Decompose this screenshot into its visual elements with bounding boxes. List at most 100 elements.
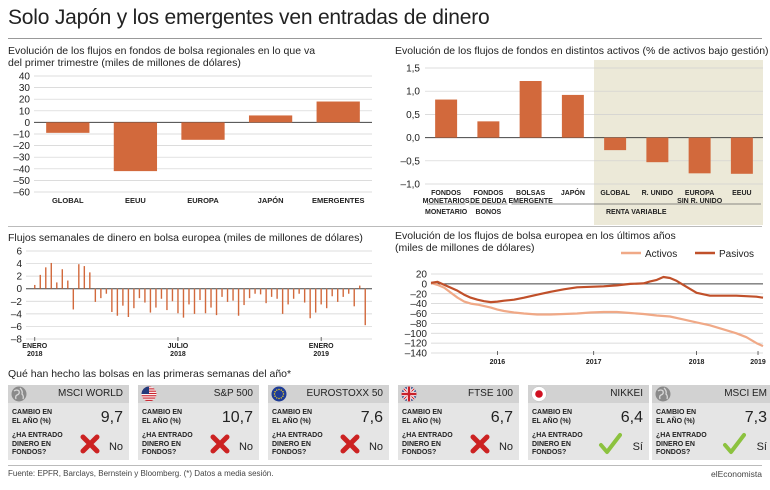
- chart4-title-line1: Evolución de los flujos de bolsa europea…: [395, 230, 676, 242]
- inflow-answer: No: [498, 441, 513, 453]
- change-label-line: CAMBIO EN: [142, 409, 183, 416]
- chart3-bar: [160, 288, 163, 299]
- chart3-xtick-label: JULIO: [168, 343, 189, 350]
- chart3-xtick-label: ENERO: [22, 343, 47, 350]
- market-card-header: NIKKEI: [528, 385, 649, 403]
- chart3-bar: [325, 288, 328, 309]
- chart2-group-label: BONOS: [476, 209, 502, 216]
- chart3-ytick-label: –4: [11, 309, 23, 320]
- chart3-title: Flujos semanales de dinero en bolsa euro…: [8, 232, 363, 244]
- inflow-answer: Sí: [756, 441, 767, 453]
- chart1-ytick-label: 10: [19, 106, 31, 117]
- inflow-label: ¿HA ENTRADO DINERO EN FONDOS?: [532, 432, 583, 458]
- chart4-ytick-label: –120: [405, 339, 428, 350]
- section-rule: [8, 226, 762, 227]
- eu-flag-icon: [271, 386, 287, 402]
- chart3-bar: [204, 288, 207, 314]
- inflow-answer: Sí: [632, 441, 643, 453]
- globe-icon: [11, 386, 27, 402]
- chart3-bar: [243, 288, 245, 306]
- inflow-label-line: FONDOS?: [272, 449, 307, 456]
- inflow-label-line: FONDOS?: [532, 449, 567, 456]
- inflow-label: ¿HA ENTRADO DINERO EN FONDOS?: [12, 432, 63, 458]
- inflow-answer: No: [238, 441, 253, 453]
- change-value: 6,4: [620, 409, 643, 426]
- change-label-line: EL AÑO (%): [142, 417, 181, 425]
- chart1-bar: [181, 122, 225, 140]
- chart3-bar: [348, 288, 350, 294]
- chart3-bar: [276, 288, 278, 299]
- japan-flag-icon: [531, 386, 547, 402]
- chart3-ytick-label: 0: [16, 284, 22, 295]
- chart4-legend-label: Pasivos: [719, 249, 754, 260]
- chart4-title-line2: (miles de millones de dólares): [395, 242, 535, 254]
- chart3-bar: [215, 288, 218, 316]
- change-label: CAMBIO EN EL AÑO (%): [532, 409, 572, 426]
- chart3-bar: [270, 288, 273, 297]
- market-name: S&P 500: [213, 388, 253, 399]
- change-label-line: EL AÑO (%): [402, 417, 441, 425]
- inflow-label-line: DINERO EN: [12, 440, 51, 448]
- change-label-line: EL AÑO (%): [656, 417, 695, 425]
- chart1-ytick-label: 40: [19, 72, 31, 83]
- chart3-bar: [144, 288, 146, 303]
- chart4-legend-label: Activos: [645, 249, 677, 260]
- chart1-ytick-label: –20: [13, 141, 30, 152]
- chart3-bar: [210, 288, 212, 308]
- chart1-bar: [113, 122, 158, 172]
- chart3-bar: [78, 264, 80, 289]
- chart3-bar: [100, 288, 102, 299]
- chart3-ytick-label: 4: [16, 259, 22, 270]
- chart3-bar: [265, 288, 267, 304]
- market-card: MSCI EM CAMBIO EN EL AÑO (%) 7,3 ¿HA ENTRADO…: [652, 385, 770, 460]
- chart2-xtick-label: EMERGENTE: [508, 198, 553, 205]
- change-value: 7,6: [360, 409, 383, 426]
- chart2-xtick-label: DE DEUDA: [470, 198, 507, 205]
- chart3-ytick-label: –6: [11, 322, 23, 333]
- chart2-bar: [688, 137, 711, 174]
- chart3-xtick-label: 2018: [27, 351, 43, 358]
- inflow-label-line: FONDOS?: [12, 449, 47, 456]
- chart2-xtick-label: R. UNIDO: [642, 190, 674, 197]
- change-value: 7,3: [744, 409, 767, 426]
- chart3-bar: [166, 288, 168, 311]
- chart3-bar: [342, 288, 344, 297]
- chart3-ytick-label: 6: [16, 247, 22, 258]
- chart1-xtick-label: JAPÓN: [258, 196, 284, 205]
- chart3-xtick-label: 2019: [313, 351, 329, 358]
- inflow-answer: No: [368, 441, 383, 453]
- market-card: NIKKEI CAMBIO EN EL AÑO (%) 6,4 ¿HA ENTRADO D…: [528, 385, 649, 460]
- market-name: FTSE 100: [467, 388, 513, 399]
- chart4-ytick-label: 20: [416, 270, 428, 281]
- chart2-ytick-label: 0,0: [406, 133, 420, 144]
- chart1-title-line1: Evolución de los flujos en fondos de bol…: [8, 45, 316, 57]
- inflow-label-line: ¿HA ENTRADO: [12, 432, 63, 439]
- chart2-ytick-label: –1,0: [401, 180, 421, 191]
- chart4-ytick-label: –20: [410, 289, 427, 300]
- market-card: EUROSTOXX 50 CAMBIO EN EL AÑO (%) 7,6 ¿HA EN…: [268, 385, 389, 460]
- chart1-ytick-label: 30: [19, 83, 31, 94]
- chart3-bar: [122, 288, 124, 306]
- chart3-bar: [248, 288, 251, 299]
- chart3-bar: [199, 288, 201, 301]
- chart2-group-label: RENTA VARIABLE: [606, 209, 667, 216]
- chart3-bar: [89, 272, 91, 289]
- market-card: FTSE 100 CAMBIO EN EL AÑO (%) 6,7 ¿HA ENTRAD…: [398, 385, 519, 460]
- check-icon: [599, 433, 622, 454]
- chart3-bar: [56, 282, 58, 289]
- chart3-bar: [353, 288, 355, 307]
- market-card-header: MSCI EM: [652, 385, 770, 403]
- chart3-bar: [320, 288, 322, 305]
- market-card-header: MSCI WORLD: [8, 385, 129, 403]
- chart3-bar: [221, 288, 223, 297]
- chart3-bar: [237, 288, 240, 316]
- market-name: MSCI EM: [724, 388, 767, 399]
- chart3-bar: [292, 288, 295, 299]
- chart3-xtick-label: ENERO: [309, 343, 334, 350]
- market-name: NIKKEI: [610, 388, 643, 399]
- chart2-bar: [730, 137, 753, 174]
- chart3-bar: [155, 288, 157, 308]
- chart1-bar: [248, 115, 293, 123]
